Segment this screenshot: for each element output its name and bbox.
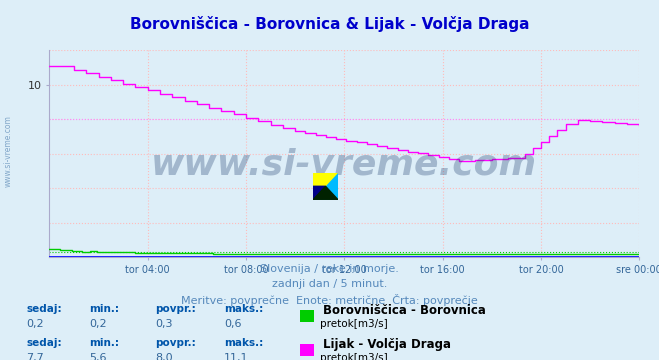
Text: Borovniščica - Borovnica: Borovniščica - Borovnica — [323, 304, 486, 317]
Text: povpr.:: povpr.: — [155, 304, 196, 314]
Text: www.si-vreme.com: www.si-vreme.com — [3, 115, 13, 187]
Polygon shape — [313, 173, 338, 200]
Text: Slovenija / reke in morje.: Slovenija / reke in morje. — [260, 264, 399, 274]
Text: pretok[m3/s]: pretok[m3/s] — [320, 353, 387, 360]
Text: Meritve: povprečne  Enote: metrične  Črta: povprečje: Meritve: povprečne Enote: metrične Črta:… — [181, 294, 478, 306]
Text: sedaj:: sedaj: — [26, 304, 62, 314]
Text: pretok[m3/s]: pretok[m3/s] — [320, 319, 387, 329]
Text: 0,2: 0,2 — [26, 319, 44, 329]
Polygon shape — [313, 186, 326, 200]
Text: 7,7: 7,7 — [26, 353, 44, 360]
Text: Borovniščica - Borovnica & Lijak - Volčja Draga: Borovniščica - Borovnica & Lijak - Volčj… — [130, 16, 529, 32]
Text: povpr.:: povpr.: — [155, 338, 196, 348]
Text: www.si-vreme.com: www.si-vreme.com — [152, 147, 537, 181]
Text: 0,3: 0,3 — [155, 319, 173, 329]
Text: min.:: min.: — [89, 304, 119, 314]
Text: 8,0: 8,0 — [155, 353, 173, 360]
Text: zadnji dan / 5 minut.: zadnji dan / 5 minut. — [272, 279, 387, 289]
Polygon shape — [313, 186, 338, 200]
Text: 0,2: 0,2 — [89, 319, 107, 329]
Text: maks.:: maks.: — [224, 338, 264, 348]
Text: maks.:: maks.: — [224, 304, 264, 314]
Polygon shape — [313, 173, 338, 200]
Text: Lijak - Volčja Draga: Lijak - Volčja Draga — [323, 338, 451, 351]
Text: sedaj:: sedaj: — [26, 338, 62, 348]
Text: 5,6: 5,6 — [89, 353, 107, 360]
Text: 11,1: 11,1 — [224, 353, 248, 360]
Text: min.:: min.: — [89, 338, 119, 348]
Text: 0,6: 0,6 — [224, 319, 242, 329]
